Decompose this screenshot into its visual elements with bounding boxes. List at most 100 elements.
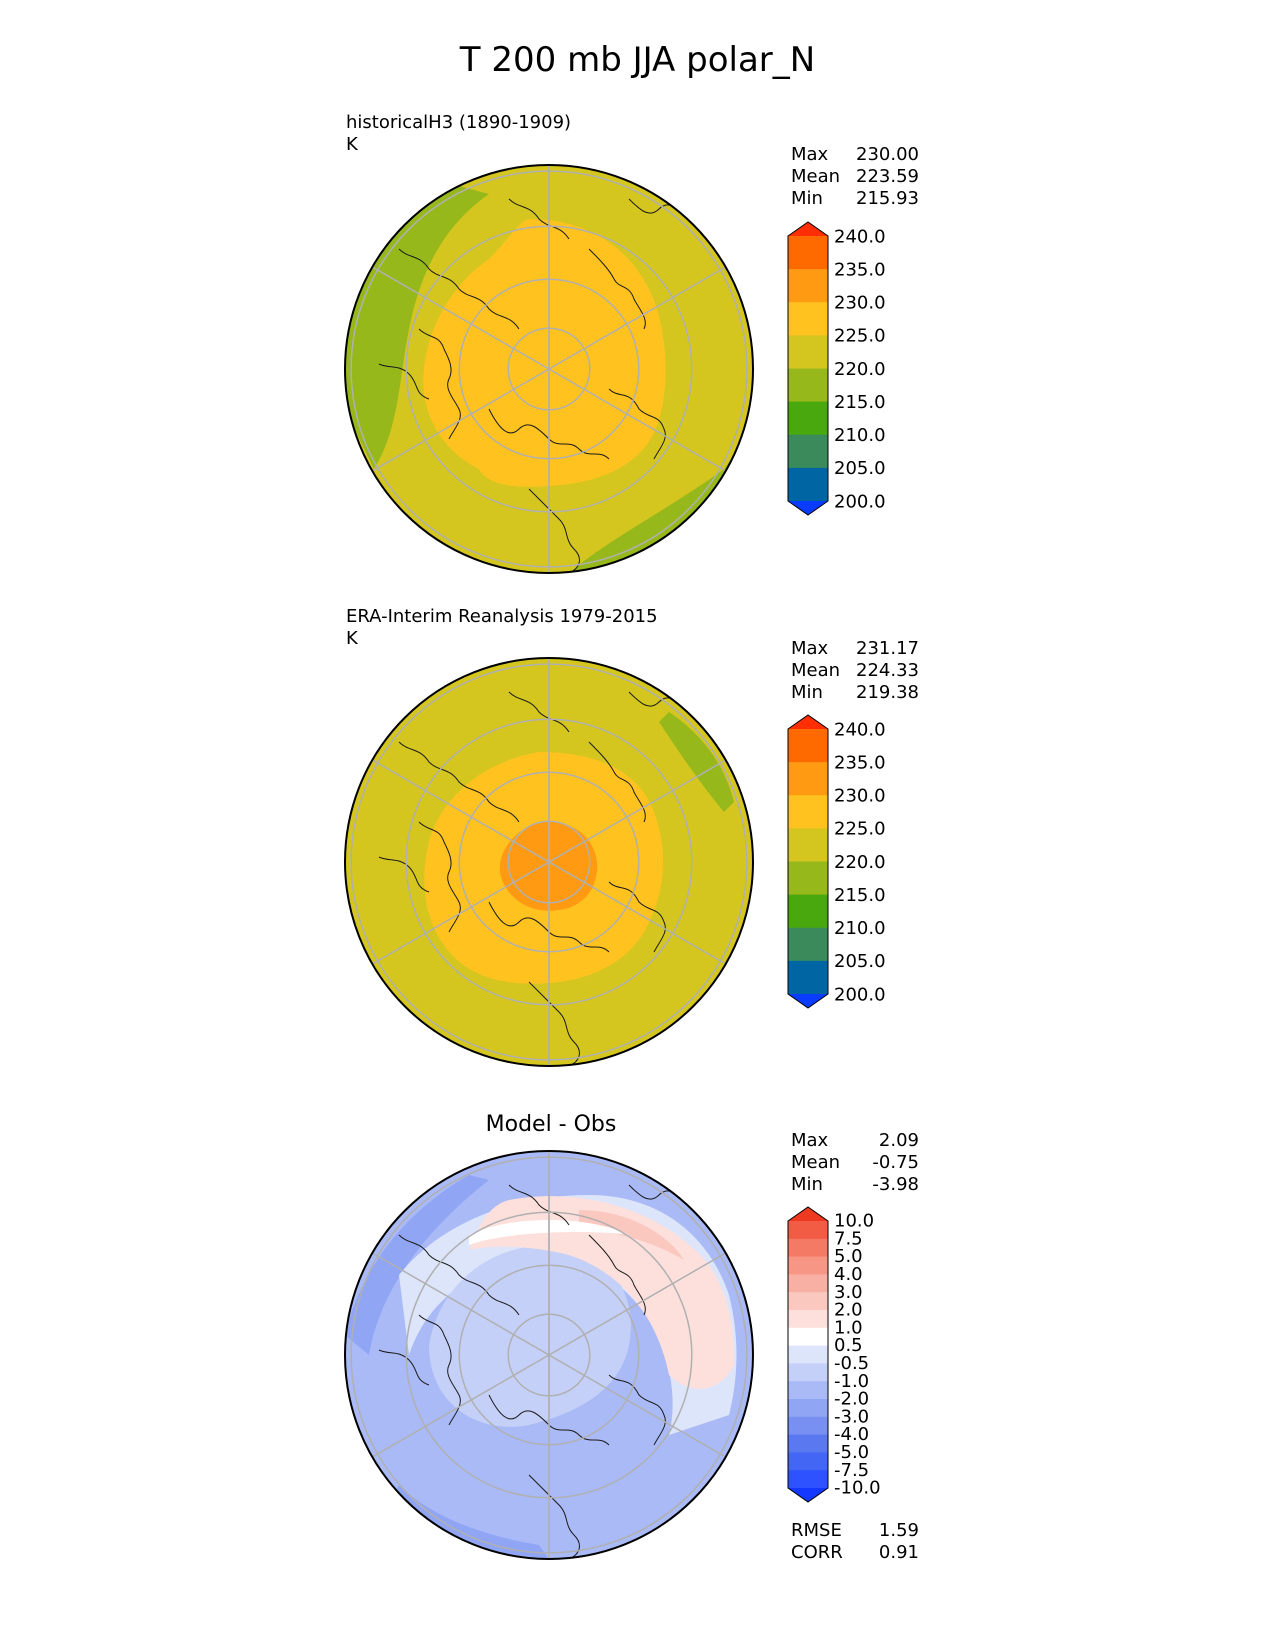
panel-1-max-label: Max [791, 144, 829, 165]
colorbar-2-segment-7 [788, 960, 828, 995]
coastline-1 [418, 328, 461, 440]
panel-1-caption-line1: historicalH3 (1890-1909) [346, 112, 572, 133]
panel-1-max-value: 230.00 [856, 144, 919, 165]
colorbar-1-extend-min [788, 501, 828, 515]
map-2-coastlines [378, 691, 690, 1066]
map-3-contour-5 [579, 1210, 684, 1260]
panel-2-mean-value: 224.33 [856, 660, 919, 681]
colorbar-1-tick-label: 200.0 [834, 491, 886, 512]
map-1-contour-2 [423, 219, 666, 487]
colorbar-3-tick-label: -3.0 [834, 1406, 869, 1427]
colorbar-1-segment-0 [788, 236, 828, 270]
panel-3-mean-value: -0.75 [872, 1152, 919, 1173]
colorbar-3-segment-7 [788, 1345, 828, 1364]
panel-2-stats: Max 231.17 Mean 224.33 Min 219.38 [791, 638, 919, 704]
map-2-contour-0 [659, 712, 734, 812]
colorbar-2-segment-0 [788, 729, 828, 763]
coastline-7 [508, 691, 570, 733]
map-3-boundary [344, 1150, 754, 1560]
coastline-3 [588, 741, 646, 823]
colorbar-3-segment-12 [788, 1434, 828, 1453]
colorbar-2-tick-label: 235.0 [834, 752, 886, 773]
colorbar-1-tick-label: 215.0 [834, 392, 886, 413]
colorbar-2-tick-label: 200.0 [834, 984, 886, 1005]
colorbar-3-tick-label: -1.0 [834, 1371, 869, 1392]
coastline-3 [588, 1234, 646, 1316]
colorbar-3-segment-11 [788, 1416, 828, 1436]
colorbar-2-tick-label: 210.0 [834, 918, 886, 939]
colorbar-1-tick-label: 210.0 [834, 425, 886, 446]
coastline-0 [398, 248, 520, 330]
colorbar-2-extend-max [788, 715, 828, 729]
colorbar-1-segment-2 [788, 302, 828, 336]
map-1-field [345, 165, 753, 573]
panel-2-caption-units: K [346, 628, 358, 649]
colorbar-2-tick-label: 205.0 [834, 951, 886, 972]
colorbar-1-tick-label: 225.0 [834, 326, 886, 347]
colorbar-3-tick-label: 3.0 [834, 1282, 863, 1303]
panel-3-title: Model - Obs [485, 1112, 617, 1137]
panel-3-min-value: -3.98 [872, 1174, 919, 1195]
colorbar-3: -10.0-7.5-5.0-4.0-3.0-2.0-1.0-0.50.51.02… [787, 1206, 881, 1503]
coastline-3 [588, 248, 646, 330]
colorbar-3-segment-5 [788, 1310, 828, 1329]
coastline-4 [608, 388, 666, 460]
coastline-5 [528, 488, 580, 573]
colorbar-3-extend-min [788, 1488, 828, 1502]
colorbar-1-segment-5 [788, 401, 828, 436]
panel-2-mean-label: Mean [791, 660, 841, 681]
coastline-7 [508, 1184, 570, 1226]
map-3-field [345, 1151, 753, 1559]
colorbar-1-segment-1 [788, 269, 828, 303]
panel-1-caption-units: K [346, 134, 358, 155]
colorbar-3-tick-label: 10.0 [834, 1211, 874, 1232]
map-1-graticule [350, 165, 748, 573]
colorbar-1-tick-label: 235.0 [834, 259, 886, 280]
coastline-7 [508, 198, 570, 240]
colorbar-1-extend-max [788, 222, 828, 236]
colorbar-1-segment-6 [788, 434, 828, 469]
panel-1-min-value: 215.93 [856, 188, 919, 209]
colorbar-3-tick-label: 5.0 [834, 1246, 863, 1267]
colorbar-2-segment-4 [788, 861, 828, 896]
colorbar-2-tick-label: 220.0 [834, 852, 886, 873]
colorbar-1: 200.0 205.0 210.0 215.0 220.0 225.0 230.0 235.0… [787, 221, 886, 516]
colorbar-3-tick-label: -2.0 [834, 1389, 869, 1410]
panel-2-caption-line1: ERA-Interim Reanalysis 1979-2015 [346, 606, 658, 627]
colorbar-3-tick-label: 7.5 [834, 1228, 863, 1249]
colorbar-3-tick-label: -7.5 [834, 1460, 869, 1481]
colorbar-3-segment-2 [788, 1256, 828, 1275]
colorbar-3-segment-6 [788, 1327, 828, 1347]
coastline-5 [528, 1474, 580, 1559]
map-2-graticule [350, 658, 748, 1066]
rmse-value: 1.59 [878, 1520, 919, 1541]
colorbar-2-segment-2 [788, 795, 828, 829]
colorbar-2-segment-1 [788, 762, 828, 796]
panel-3-mean-label: Mean [791, 1152, 841, 1173]
colorbar-2-outline [787, 714, 829, 1009]
colorbar-2-tick-label: 225.0 [834, 819, 886, 840]
coastline-5 [528, 981, 580, 1066]
coastline-1 [418, 1314, 461, 1426]
colorbar-3-segment-0 [788, 1221, 828, 1240]
colorbar-3-segment-13 [788, 1452, 828, 1471]
colorbar-2: 200.0 205.0 210.0 215.0 220.0 225.0 230.0 235.0… [787, 714, 886, 1009]
panel-2-min-label: Min [791, 682, 823, 703]
colorbar-3-tick-label: -0.5 [834, 1353, 869, 1374]
map-2-field [345, 658, 753, 1066]
colorbar-1-segment-4 [788, 368, 828, 403]
colorbar-1-tick-label: 205.0 [834, 458, 886, 479]
map-3-contour-0 [345, 1175, 489, 1355]
panel-2-max-label: Max [791, 638, 829, 659]
colorbar-3-tick-label: -4.0 [834, 1424, 869, 1445]
colorbar-3-segment-14 [788, 1470, 828, 1489]
map-3-contour-1 [389, 1485, 549, 1559]
rmse-label: RMSE [791, 1520, 842, 1541]
colorbar-3-segment-8 [788, 1363, 828, 1382]
map-1-boundary [344, 164, 754, 574]
colorbar-3-tick-label: -5.0 [834, 1442, 869, 1463]
coastline-4 [608, 1374, 666, 1446]
colorbar-3-tick-label: 4.0 [834, 1264, 863, 1285]
colorbar-3-segment-3 [788, 1274, 828, 1293]
